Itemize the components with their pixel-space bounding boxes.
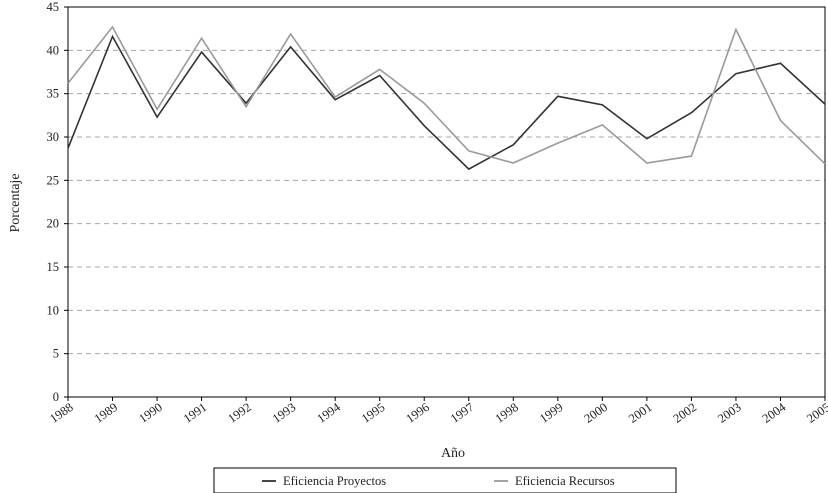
x-tick-label: 1990: [136, 400, 165, 426]
axes: [67, 6, 826, 398]
x-tick-label: 1994: [314, 400, 343, 426]
y-tick-label: 40: [47, 43, 60, 57]
x-tick-label: 1993: [270, 400, 299, 426]
gridlines: [68, 49, 825, 355]
x-tick-label: 1992: [225, 400, 254, 426]
x-tick-label: 2000: [582, 400, 611, 426]
y-tick-label: 20: [47, 217, 60, 231]
legend-label-proyectos: Eficiencia Proyectos: [283, 474, 386, 488]
x-tick-label: 1998: [493, 400, 522, 426]
y-tick-label: 45: [47, 0, 60, 14]
y-tick-label: 25: [47, 173, 60, 187]
x-tick-label: 2005: [804, 400, 828, 426]
x-tick-label: 2004: [760, 400, 789, 426]
x-tick-label: 1996: [403, 400, 432, 426]
x-tick-label: 2003: [715, 400, 744, 426]
x-tick-label: 1988: [47, 400, 76, 426]
x-tick-label: 1997: [448, 400, 477, 426]
y-tick-label: 30: [47, 130, 60, 144]
x-axis-title: Año: [441, 446, 465, 461]
x-tick-label: 1999: [537, 400, 566, 426]
y-axis-ticks: 0 5 10 15 20 25 30 35 40 45: [47, 0, 68, 404]
y-tick-label: 0: [53, 390, 59, 404]
x-axis-ticks: 1988 1989 1990 1991 1992 1993 1994 1995 1996 1997…: [47, 397, 828, 426]
y-tick-label: 5: [53, 347, 59, 361]
series-line-proyectos: [67, 34, 826, 171]
legend-label-recursos: Eficiencia Recursos: [515, 474, 615, 488]
legend-box: [213, 467, 677, 493]
x-tick-label: 1995: [359, 400, 388, 426]
legend: Eficiencia Proyectos Eficiencia Recursos: [213, 467, 677, 493]
y-tick-label: 15: [47, 260, 60, 274]
plot-frame: [67, 6, 826, 398]
series-line-recursos: [67, 25, 826, 165]
y-axis-title: Porcentaje: [8, 173, 23, 232]
x-tick-label: 1991: [181, 400, 210, 426]
x-tick-label: 2002: [671, 400, 700, 426]
x-tick-label: 2001: [626, 400, 655, 426]
y-tick-label: 10: [47, 303, 60, 317]
x-tick-label: 1989: [92, 400, 121, 426]
y-tick-label: 35: [47, 87, 60, 101]
series-lines: [67, 25, 826, 171]
